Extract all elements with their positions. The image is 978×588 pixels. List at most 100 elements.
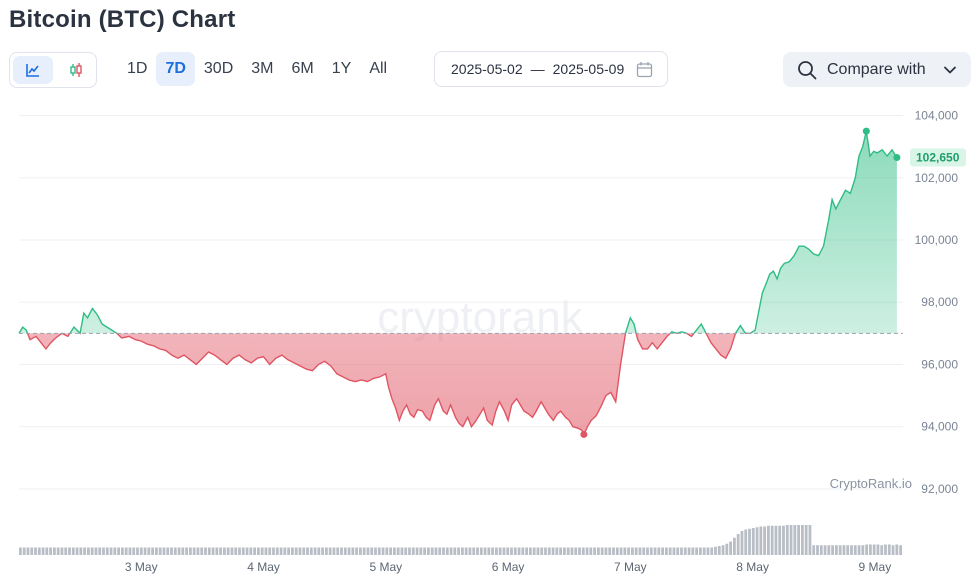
volume-bar	[411, 547, 415, 555]
volume-bar	[547, 547, 551, 555]
x-tick-label: 6 May	[492, 560, 525, 574]
volume-bar	[385, 547, 389, 555]
volume-bar	[510, 547, 513, 555]
volume-bar	[170, 547, 173, 555]
range-tab-1d[interactable]: 1D	[127, 60, 148, 77]
volume-bar	[495, 547, 498, 555]
volume-bar	[491, 547, 494, 555]
volume-bar	[895, 544, 899, 555]
line-chart-icon	[26, 64, 39, 77]
volume-bar	[90, 547, 94, 555]
volume-bar	[374, 547, 377, 555]
volume-bar	[733, 537, 736, 555]
volume-bar	[506, 547, 510, 555]
volume-bar	[41, 547, 45, 555]
volume-bar	[816, 545, 819, 555]
volume-bar	[808, 525, 812, 555]
range-tab-6m[interactable]: 6M	[291, 60, 314, 77]
price-chart[interactable]: cryptorank 92,00094,00096,00098,000100,0…	[0, 100, 978, 588]
volume-bar	[268, 547, 272, 555]
volume-bar	[136, 547, 139, 555]
volume-bar	[279, 547, 283, 555]
volume-bar	[438, 547, 442, 555]
volume-bar	[396, 547, 400, 555]
volume-bar	[880, 545, 884, 555]
volume-bar	[22, 547, 26, 555]
volume-bar	[687, 547, 691, 555]
volume-bar	[661, 547, 664, 555]
volume-bar	[785, 525, 789, 555]
range-tab-30d[interactable]: 30D	[203, 60, 234, 77]
volume-bar	[158, 547, 162, 555]
volume-bar	[49, 547, 52, 555]
volume-bar	[835, 545, 838, 555]
volume-bar	[865, 544, 868, 555]
volume-bar	[185, 547, 188, 555]
volume-bar	[774, 525, 778, 555]
date-range-end: 2025-05-09	[552, 61, 625, 77]
volume-bar	[442, 547, 445, 555]
volume-bar	[230, 547, 234, 555]
volume-bar	[793, 525, 797, 555]
volume-bar	[226, 547, 230, 555]
volume-bar	[513, 547, 517, 555]
volume-bar	[804, 525, 808, 555]
volume-bar	[581, 547, 585, 555]
volume-bar	[128, 547, 132, 555]
y-tick-label: 92,000	[921, 482, 958, 496]
calendar-icon[interactable]	[636, 61, 653, 78]
volume-bar	[419, 547, 423, 555]
volume-bar	[763, 526, 766, 555]
volume-bar	[343, 547, 347, 555]
volume-bar	[461, 547, 464, 555]
volume-bar	[619, 547, 623, 555]
volume-bar	[789, 525, 793, 555]
volume-bar	[291, 547, 294, 555]
candlestick-icon	[70, 63, 82, 77]
volume-bar	[842, 545, 846, 555]
volume-bar	[604, 547, 608, 555]
volume-bar	[53, 547, 56, 555]
volume-bar	[393, 547, 396, 555]
price-line	[18, 130, 898, 436]
volume-bar	[529, 547, 532, 555]
page-title: Bitcoin (BTC) Chart	[9, 6, 236, 33]
volume-bar	[812, 545, 816, 555]
volume-bar	[121, 547, 124, 555]
line-chart-toggle[interactable]	[13, 56, 53, 84]
volume-bar	[445, 547, 449, 555]
volume-bar	[691, 547, 695, 555]
volume-bar	[75, 547, 79, 555]
range-tab-3m[interactable]: 3M	[251, 60, 274, 77]
volume-bar	[597, 547, 600, 555]
volume-bar	[68, 547, 71, 555]
volume-bar	[366, 547, 370, 555]
volume-bar	[321, 547, 324, 555]
volume-bar	[381, 547, 385, 555]
high-marker	[862, 127, 870, 135]
price-line-up	[18, 130, 898, 334]
volume-bar	[861, 545, 865, 555]
volume-bar	[759, 526, 763, 555]
volume-bar	[498, 547, 502, 555]
volume-bar	[427, 547, 430, 555]
volume-bar	[34, 547, 37, 555]
markers	[580, 127, 901, 438]
volume-bar	[109, 547, 113, 555]
range-tab-all[interactable]: All	[369, 60, 388, 77]
volume-bar	[872, 544, 876, 555]
range-tab-1y[interactable]: 1Y	[331, 60, 352, 77]
volume-bar	[827, 545, 831, 555]
volume-bar	[853, 545, 857, 555]
volume-bar	[105, 547, 109, 555]
range-tab-7d[interactable]: 7D	[156, 52, 195, 86]
x-tick-label: 3 May	[125, 560, 158, 574]
volume-bar	[196, 547, 200, 555]
time-range-tabs: 1D 7D 30D 3M 6M 1Y All	[118, 52, 396, 86]
volume-bar	[166, 547, 170, 555]
candlestick-toggle[interactable]	[56, 53, 96, 87]
volume-bar	[479, 547, 483, 555]
volume-bar	[181, 547, 185, 555]
date-range-picker[interactable]: 2025-05-02 — 2025-05-09	[434, 51, 668, 87]
compare-with-button[interactable]: Compare with	[783, 52, 971, 87]
